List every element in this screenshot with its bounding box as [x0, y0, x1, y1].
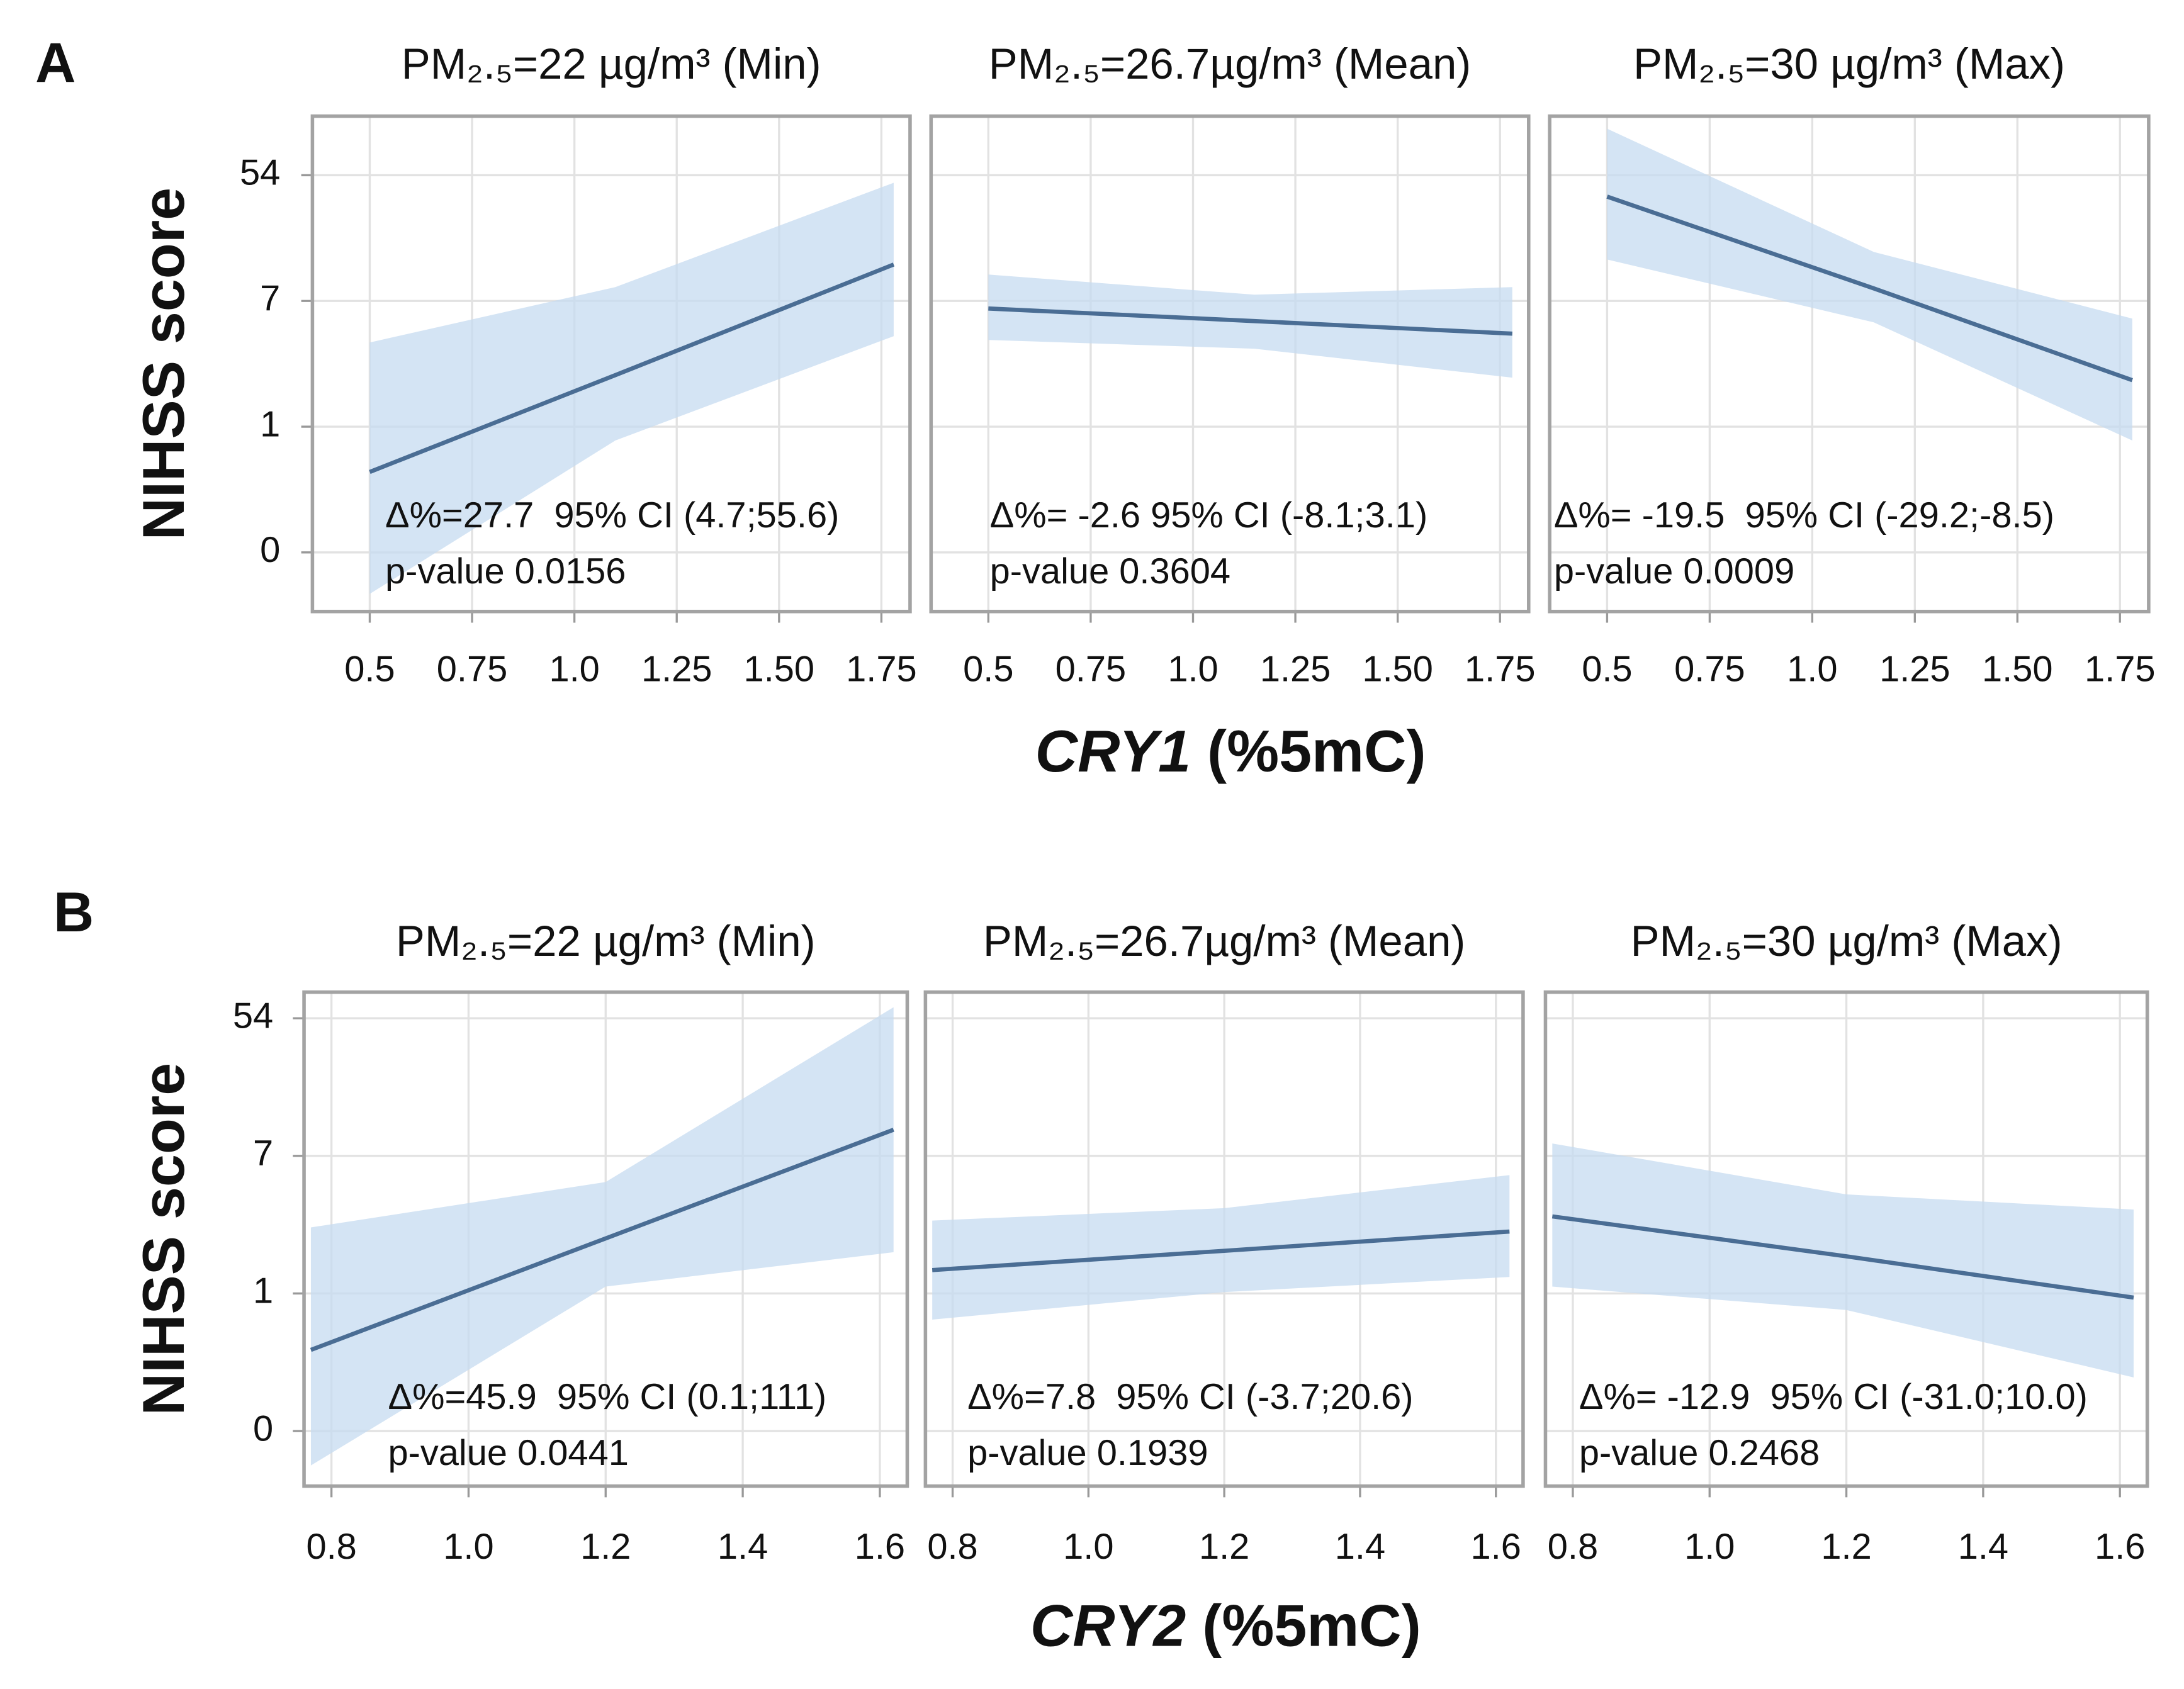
annotation: Δ%= -2.6 95% CI (-8.1;3.1)	[990, 495, 1428, 536]
x-axis-label: CRY2 (%5mC)	[1030, 1592, 1421, 1658]
panel-frame	[1548, 114, 2151, 614]
x-tick-label: 1.50	[1362, 649, 1433, 690]
x-tick-label: 1.0	[1787, 649, 1837, 690]
x-axis-label: CRY1 (%5mC)	[1035, 717, 1426, 783]
x-tick-label: 0.75	[1674, 649, 1745, 690]
annotation: p-value 0.0009	[1554, 551, 1794, 592]
x-tick-label: 1.75	[1465, 649, 1536, 690]
y-tick-label: 0	[260, 530, 280, 570]
fit-line	[988, 306, 1512, 336]
x-tick-label: 0.8	[306, 1527, 356, 1567]
x-tick-label: 1.6	[2095, 1527, 2145, 1567]
confidence-band	[932, 1175, 1510, 1320]
x-tick-label: 1.25	[1879, 649, 1950, 690]
x-tick-label: 1.4	[1335, 1527, 1385, 1567]
x-tick-label: 1.25	[1260, 649, 1331, 690]
x-axis-label-unit: (%5mC)	[1207, 717, 1426, 783]
x-tick-label: 1.25	[641, 649, 712, 690]
x-tick-label: 0.8	[927, 1527, 977, 1567]
x-tick-label: 1.2	[1199, 1527, 1249, 1567]
panel-frame	[310, 114, 912, 614]
y-axis-label: NIHSS score	[130, 188, 196, 540]
confidence-band	[369, 182, 894, 594]
fit-line	[1606, 194, 2133, 383]
panel-letter: A	[35, 31, 76, 94]
x-axis-label-gene: CRY2	[1030, 1592, 1186, 1658]
y-tick-label: 1	[253, 1271, 273, 1311]
confidence-band	[988, 274, 1512, 378]
fit-line	[932, 1229, 1510, 1272]
x-tick-label: 0.5	[344, 649, 395, 690]
x-tick-label: 0.5	[963, 649, 1013, 690]
panel-title: PM₂.₅=22 µg/m³ (Min)	[402, 40, 821, 88]
x-tick-label: 0.5	[1582, 649, 1632, 690]
panel-frame	[1543, 990, 2149, 1488]
confidence-band	[1607, 128, 2132, 441]
x-tick-label: 1.2	[580, 1527, 631, 1567]
annotation: p-value 0.3604	[990, 551, 1230, 592]
x-tick-label: 0.8	[1548, 1527, 1598, 1567]
x-tick-label: 1.75	[2085, 649, 2156, 690]
confidence-band	[310, 1007, 894, 1466]
y-tick-label: 54	[233, 996, 273, 1036]
x-tick-label: 1.0	[443, 1527, 493, 1567]
panel-title: PM₂.₅=22 µg/m³ (Min)	[396, 917, 816, 965]
x-tick-label: 1.0	[1168, 649, 1218, 690]
panel-title: PM₂.₅=26.7µg/m³ (Mean)	[983, 917, 1465, 965]
annotation: Δ%= -12.9 95% CI (-31.0;10.0)	[1579, 1377, 2088, 1417]
y-tick-label: 0	[253, 1408, 273, 1449]
y-tick-label: 54	[240, 153, 280, 193]
annotation: p-value 0.2468	[1579, 1433, 1820, 1473]
x-tick-label: 1.50	[1982, 649, 2053, 690]
fit-line	[310, 1128, 894, 1352]
x-tick-label: 1.4	[1958, 1527, 2008, 1567]
panel-frame	[302, 990, 909, 1488]
y-tick-label: 1	[260, 404, 280, 444]
y-axis-label: NIHSS score	[130, 1063, 196, 1415]
panel-title: PM₂.₅=26.7µg/m³ (Mean)	[989, 40, 1471, 88]
annotation: p-value 0.0156	[385, 551, 626, 592]
x-axis-label-gene: CRY1	[1035, 717, 1191, 783]
x-tick-label: 1.0	[1063, 1527, 1113, 1567]
fit-line	[369, 262, 895, 474]
y-tick-label: 7	[253, 1133, 273, 1174]
panel-title: PM₂.₅=30 µg/m³ (Max)	[1633, 40, 2065, 88]
annotation: Δ%=45.9 95% CI (0.1;111)	[388, 1377, 826, 1417]
annotation: Δ%=27.7 95% CI (4.7;55.6)	[385, 495, 839, 536]
confidence-band	[1552, 1143, 2134, 1378]
x-tick-label: 0.75	[437, 649, 508, 690]
panel-title: PM₂.₅=30 µg/m³ (Max)	[1631, 917, 2063, 965]
x-tick-label: 1.6	[1471, 1527, 1521, 1567]
fit-line	[1551, 1214, 2134, 1300]
annotation: p-value 0.1939	[967, 1433, 1208, 1473]
x-axis-label-unit: (%5mC)	[1202, 1592, 1421, 1658]
x-tick-label: 1.2	[1821, 1527, 1871, 1567]
x-tick-label: 1.6	[855, 1527, 905, 1567]
panel-frame	[929, 114, 1531, 614]
x-tick-label: 1.50	[744, 649, 815, 690]
annotation: Δ%=7.8 95% CI (-3.7;20.6)	[967, 1377, 1413, 1417]
y-tick-label: 7	[260, 279, 280, 319]
x-tick-label: 1.4	[718, 1527, 768, 1567]
panel-letter: B	[53, 880, 94, 943]
x-tick-label: 1.0	[1684, 1527, 1735, 1567]
x-tick-label: 0.75	[1055, 649, 1127, 690]
x-tick-label: 1.75	[846, 649, 917, 690]
x-tick-label: 1.0	[549, 649, 599, 690]
annotation: Δ%= -19.5 95% CI (-29.2;-8.5)	[1554, 495, 2054, 536]
annotation: p-value 0.0441	[388, 1433, 628, 1473]
panel-frame	[923, 990, 1525, 1488]
